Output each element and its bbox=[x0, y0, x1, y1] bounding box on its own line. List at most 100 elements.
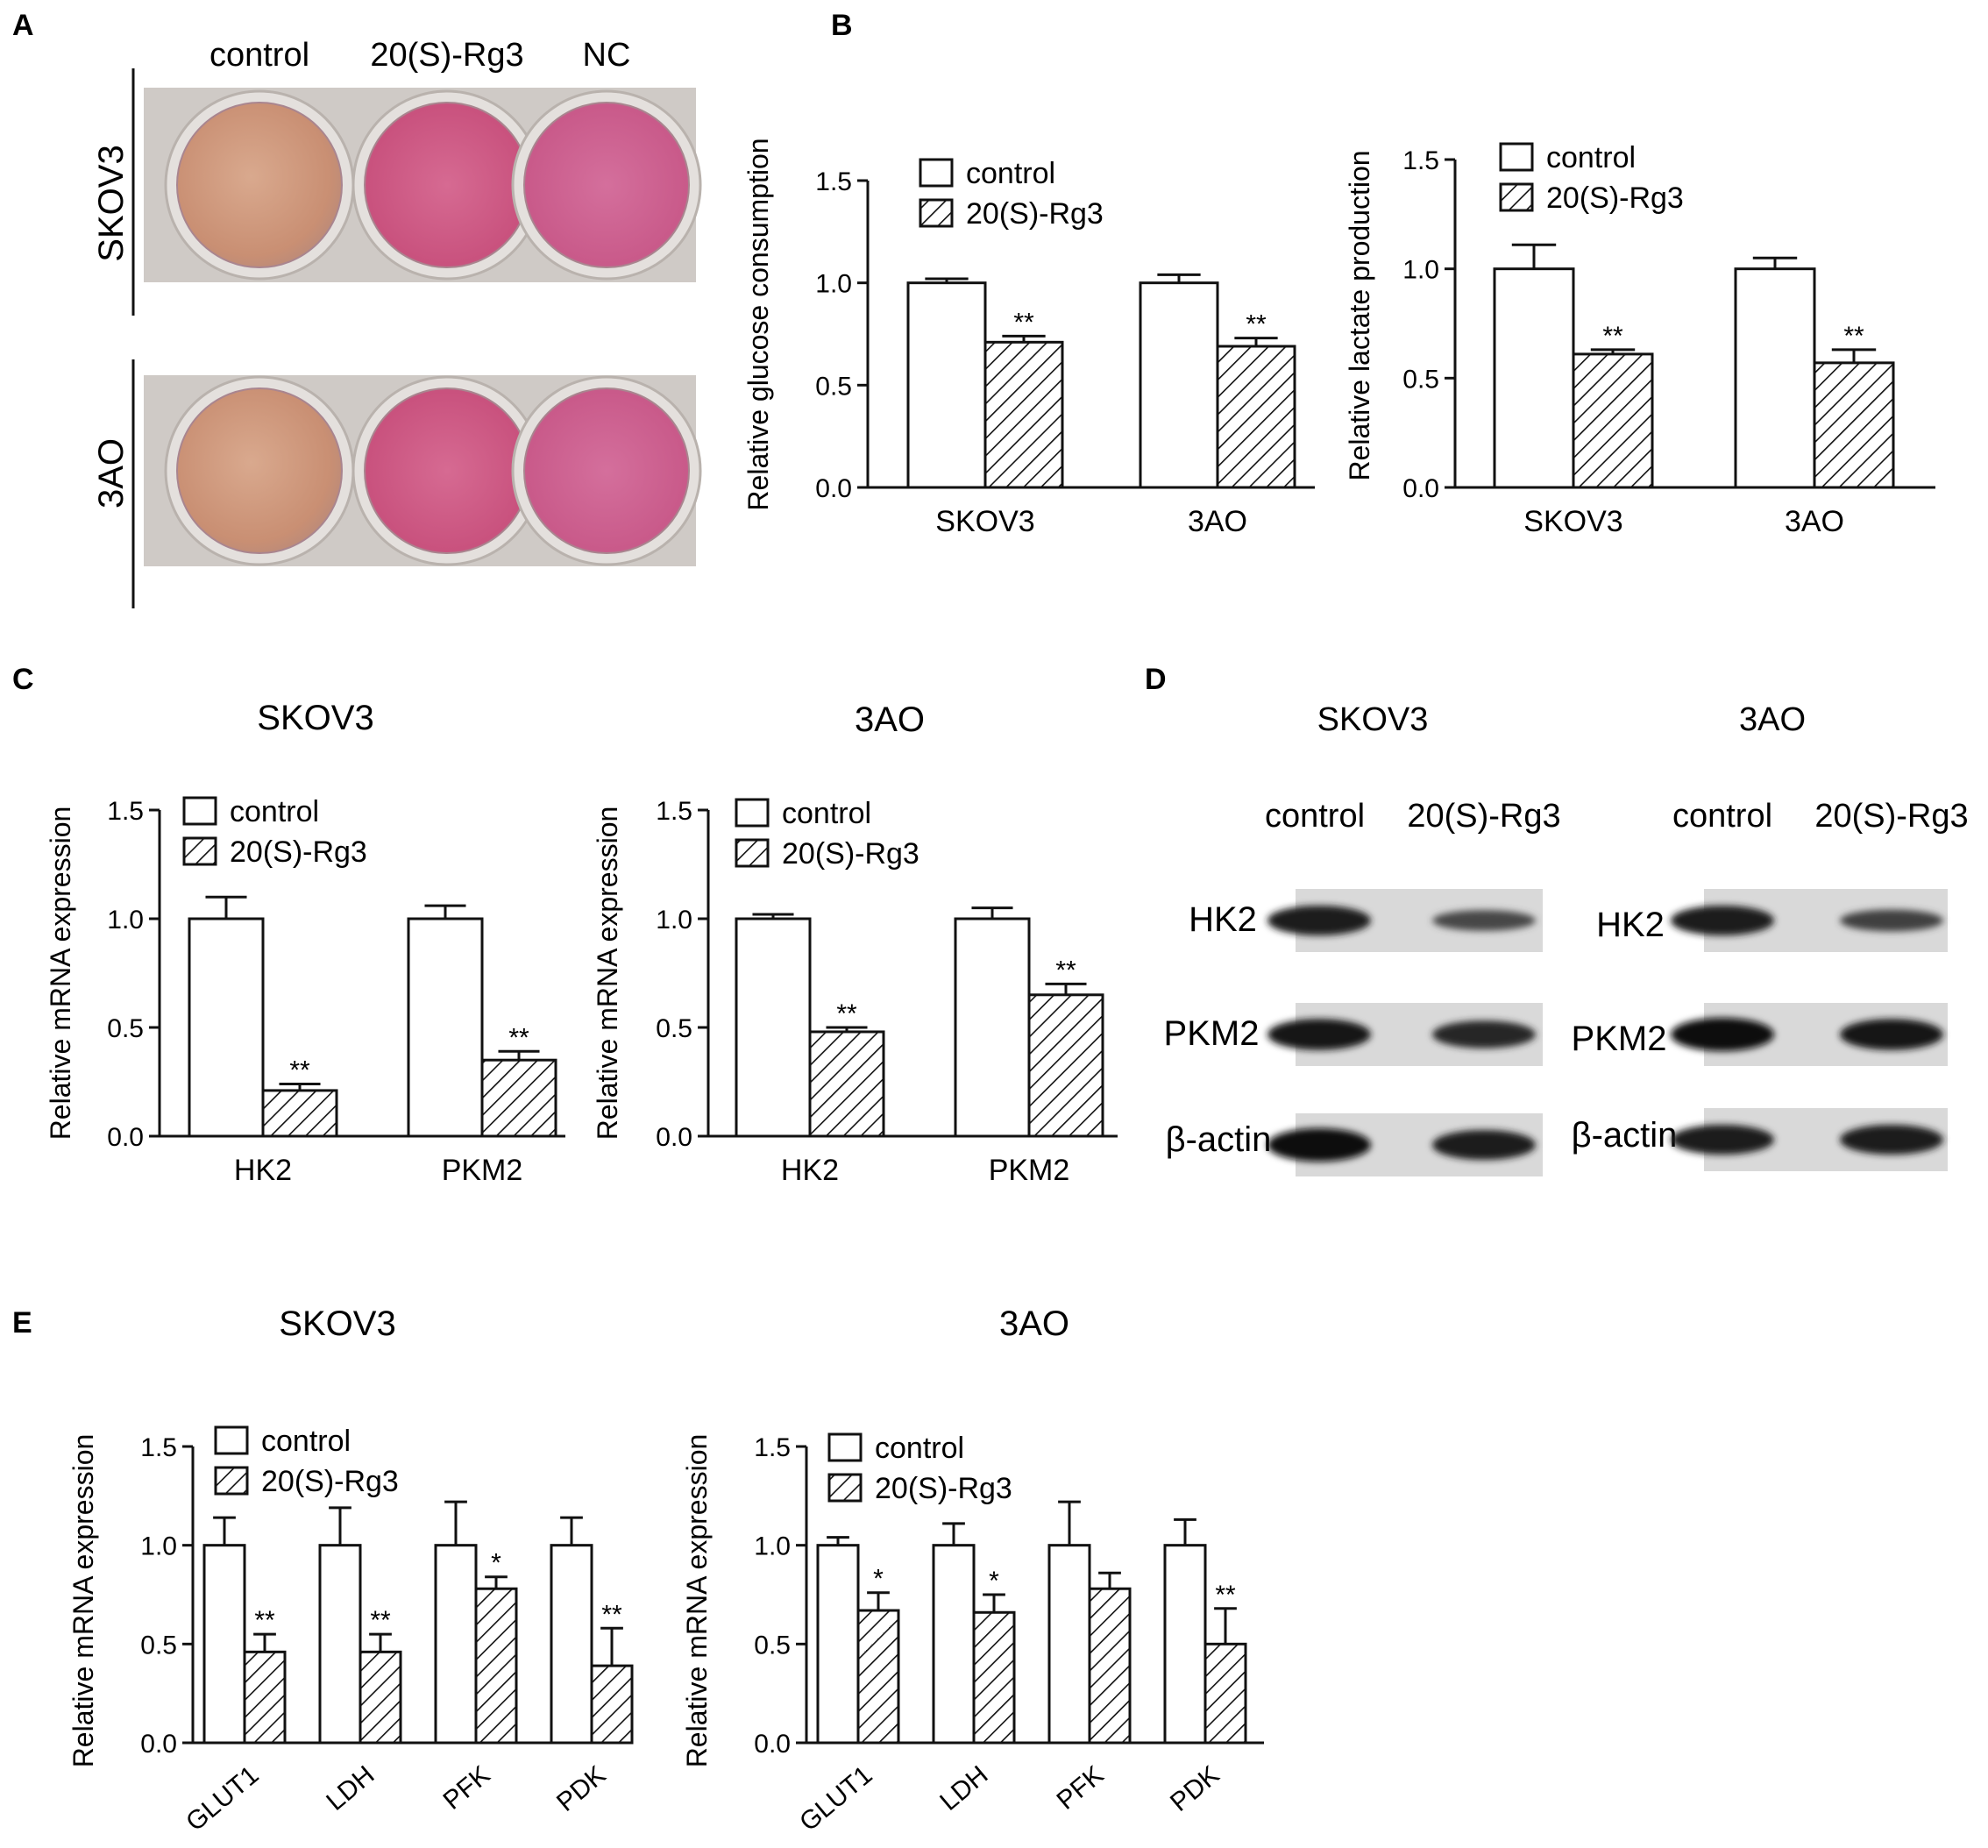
x-tick-label: PKM2 bbox=[442, 1154, 523, 1187]
bar-ldh-20-s-rg3 bbox=[972, 1610, 1016, 1745]
panel-label-d: D bbox=[1145, 663, 1167, 696]
blot-band-skov3-actin-control bbox=[1267, 1128, 1371, 1162]
well-row-label-skov3: SKOV3 bbox=[92, 145, 131, 261]
x-tick-label: PKM2 bbox=[989, 1154, 1070, 1187]
blot-band-3ao-pkm2-20-s-rg3 bbox=[1840, 1019, 1943, 1050]
x-tick-label: 3AO bbox=[1785, 505, 1844, 538]
legend-swatch-20-s-rg3 bbox=[1499, 182, 1534, 212]
y-tick-label: 1.5 bbox=[107, 797, 144, 826]
significance-marker: ** bbox=[508, 1023, 529, 1052]
bar-glut1-20-s-rg3 bbox=[243, 1650, 287, 1745]
x-tick-label: GLUT1 bbox=[181, 1760, 264, 1837]
significance-marker: ** bbox=[1055, 956, 1076, 984]
bar-hk2-20-s-rg3 bbox=[261, 1089, 338, 1138]
bar-pdk-20-s-rg3 bbox=[590, 1664, 634, 1745]
chart-mrna-3ao-hk2-pkm2: 3AO 0.0 0.5 1.0 1.5 Relative mRNA expression *… bbox=[592, 700, 1118, 1187]
chart-title: 3AO bbox=[999, 1304, 1069, 1343]
blot-band-3ao-hk2-20-s-rg3 bbox=[1840, 909, 1943, 932]
blot-band-skov3-hk2-control bbox=[1267, 905, 1371, 936]
bar-ldh-20-s-rg3 bbox=[359, 1650, 402, 1745]
y-tick-label: 0.5 bbox=[815, 372, 852, 401]
well-3ao-control bbox=[176, 387, 343, 554]
y-tick-label: 1.5 bbox=[754, 1433, 791, 1462]
legend-swatch-20-s-rg3 bbox=[735, 838, 770, 868]
legend-label-20-s-rg3: 20(S)-Rg3 bbox=[1546, 181, 1684, 215]
x-tick-label: SKOV3 bbox=[935, 505, 1034, 538]
y-tick-label: 1.0 bbox=[1402, 256, 1439, 285]
bar-skov3-20-s-rg3 bbox=[1572, 352, 1654, 489]
legend-label-control: control bbox=[1546, 141, 1636, 174]
significance-marker: * bbox=[873, 1565, 884, 1594]
legend-swatch-20-s-rg3 bbox=[919, 198, 954, 228]
panel-label-b: B bbox=[831, 9, 853, 42]
well-3ao-nc bbox=[523, 387, 690, 554]
y-axis-label: Relative mRNA expression bbox=[45, 807, 76, 1141]
y-tick-label: 1.5 bbox=[140, 1433, 177, 1462]
bar-3ao-20-s-rg3 bbox=[1813, 361, 1895, 489]
y-tick-label: 0.0 bbox=[1402, 474, 1439, 503]
well-skov3-control bbox=[176, 102, 343, 268]
bar-hk2-control bbox=[188, 917, 265, 1138]
blot-lane-label-3ao-rg3: 20(S)-Rg3 bbox=[1814, 798, 1968, 835]
legend-swatch-control bbox=[827, 1432, 863, 1462]
bar-pfk-20-s-rg3 bbox=[1088, 1587, 1132, 1745]
bar-3ao-20-s-rg3 bbox=[1216, 345, 1296, 489]
panel-d-western-blots: SKOV3 3AO control 20(S)-Rg3 control 20(S… bbox=[1164, 701, 1969, 1176]
blot-lane-label-skov3-rg3: 20(S)-Rg3 bbox=[1407, 798, 1560, 835]
blot-band-3ao-actin-control bbox=[1671, 1124, 1774, 1155]
y-tick-label: 1.0 bbox=[754, 1532, 791, 1561]
legend-swatch-20-s-rg3 bbox=[182, 836, 217, 866]
y-tick-label: 0.0 bbox=[140, 1730, 177, 1759]
x-tick-label: 3AO bbox=[1188, 505, 1247, 538]
legend-swatch-control bbox=[1499, 142, 1534, 172]
significance-marker: ** bbox=[1602, 322, 1623, 351]
y-tick-label: 0.5 bbox=[107, 1014, 144, 1043]
x-tick-label: GLUT1 bbox=[794, 1760, 877, 1837]
x-tick-label: PDK bbox=[551, 1760, 611, 1817]
legend-label-control: control bbox=[782, 797, 871, 830]
bar-ldh-control bbox=[932, 1544, 976, 1745]
well-3ao-20-s-rg3 bbox=[364, 387, 530, 554]
well-column-label-rg3: 20(S)-Rg3 bbox=[370, 37, 523, 74]
y-tick-label: 1.0 bbox=[815, 270, 852, 299]
panel-label-c: C bbox=[12, 663, 34, 696]
chart-mrna-skov3-glycolysis: SKOV3 0.0 0.5 1.0 1.5 Relative mRNA expressio… bbox=[67, 1304, 634, 1837]
significance-marker: ** bbox=[601, 1600, 622, 1629]
bar-pkm2-20-s-rg3 bbox=[1027, 993, 1104, 1138]
y-tick-label: 0.5 bbox=[140, 1631, 177, 1660]
bar-hk2-control bbox=[735, 917, 812, 1138]
panel-label-e: E bbox=[12, 1306, 32, 1340]
significance-marker: ** bbox=[1013, 308, 1034, 337]
significance-marker: ** bbox=[1215, 1581, 1236, 1610]
bar-3ao-control bbox=[1734, 267, 1816, 489]
legend-label-control: control bbox=[966, 157, 1055, 190]
y-tick-label: 0.5 bbox=[754, 1631, 791, 1660]
y-tick-label: 0.0 bbox=[815, 474, 852, 503]
x-tick-label: HK2 bbox=[234, 1154, 292, 1187]
blot-row-label-3ao-hk2: HK2 bbox=[1596, 906, 1665, 944]
legend-swatch-control bbox=[182, 796, 217, 826]
legend-label-20-s-rg3: 20(S)-Rg3 bbox=[782, 837, 919, 871]
significance-marker: * bbox=[491, 1549, 501, 1578]
bar-hk2-20-s-rg3 bbox=[808, 1030, 885, 1138]
significance-marker: * bbox=[989, 1567, 999, 1596]
panel-label-a: A bbox=[12, 9, 34, 42]
y-tick-label: 0.5 bbox=[656, 1014, 692, 1043]
legend-label-control: control bbox=[875, 1432, 964, 1465]
bar-3ao-control bbox=[1139, 281, 1219, 489]
well-skov3-nc bbox=[523, 102, 690, 268]
well-row-label-3ao: 3AO bbox=[92, 438, 131, 508]
significance-marker: ** bbox=[1246, 310, 1267, 339]
x-tick-label: PFK bbox=[1052, 1760, 1110, 1816]
well-skov3-20-s-rg3 bbox=[364, 102, 530, 268]
legend-label-20-s-rg3: 20(S)-Rg3 bbox=[230, 835, 367, 869]
y-axis-label: Relative mRNA expression bbox=[67, 1434, 99, 1768]
y-tick-label: 0.0 bbox=[656, 1123, 692, 1152]
bar-pkm2-control bbox=[954, 917, 1031, 1138]
blot-row-label-skov3-actin: β-actin bbox=[1166, 1120, 1272, 1159]
y-axis-label: Relative glucose consumption bbox=[742, 138, 774, 510]
significance-marker: ** bbox=[836, 999, 857, 1028]
y-tick-label: 1.0 bbox=[107, 906, 144, 935]
bar-pdk-control bbox=[550, 1544, 593, 1745]
